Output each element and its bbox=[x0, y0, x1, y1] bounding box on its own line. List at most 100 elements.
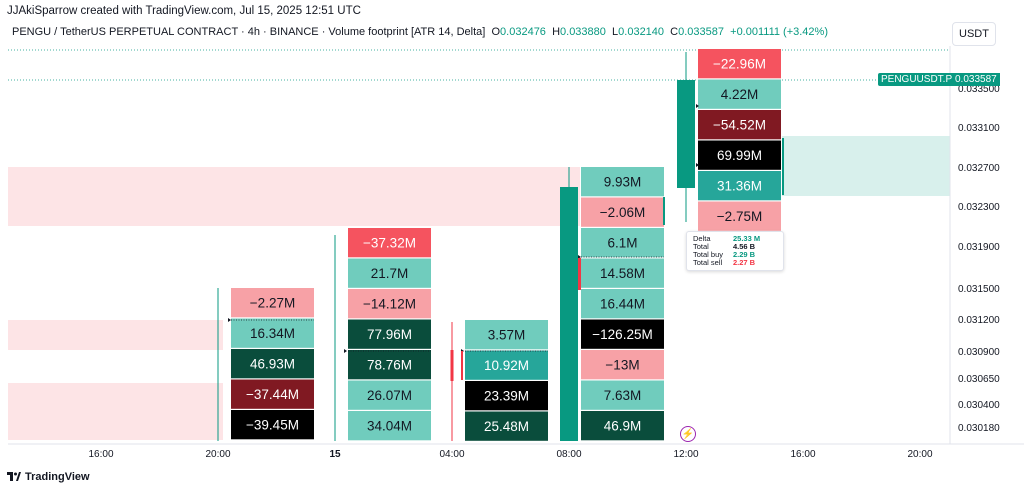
tooltip-value: 2.29 B bbox=[733, 250, 756, 259]
footprint-tooltip: Delta 25.33 M Total 4.56 B Total buy 2.2… bbox=[686, 231, 784, 271]
footprint-cell-label: 26.07M bbox=[367, 388, 412, 403]
x-tick-label: 04:00 bbox=[439, 449, 464, 460]
footprint-cell-label: −13M bbox=[605, 358, 639, 373]
legend-high: 0.033880 bbox=[560, 26, 606, 38]
footprint-cell-label: 9.93M bbox=[604, 175, 642, 190]
x-tick-label: 16:00 bbox=[790, 449, 815, 460]
poc-marker bbox=[696, 163, 699, 167]
x-tick-label: 20:00 bbox=[907, 449, 932, 460]
last-price-label: 0.033587 bbox=[952, 73, 1000, 86]
poc-marker bbox=[344, 349, 347, 353]
footprint-cell bbox=[581, 411, 664, 441]
footprint-cell-label: 46.9M bbox=[604, 419, 642, 434]
tradingview-brand[interactable]: TradingView bbox=[7, 471, 90, 483]
footprint-cell-label: 31.36M bbox=[717, 179, 762, 194]
footprint-cell-label: −2.75M bbox=[717, 209, 762, 224]
y-tick-label: 0.033100 bbox=[958, 123, 1000, 134]
footprint-cell bbox=[581, 167, 664, 197]
footprint-cell bbox=[698, 110, 781, 140]
footprint-cell bbox=[581, 319, 664, 349]
footprint-cell-label: 23.39M bbox=[484, 389, 529, 404]
candle-body bbox=[217, 288, 219, 441]
footprint-cell-label: 78.76M bbox=[367, 358, 412, 373]
x-tick-label: 12:00 bbox=[673, 449, 698, 460]
footprint-cell-label: 34.04M bbox=[367, 419, 412, 434]
footprint-bar: −37.32M 21.7M −14.12M 77.96M 78.76M 26.07M 34.… bbox=[334, 228, 431, 441]
legend-open: 0.032476 bbox=[500, 26, 546, 38]
poc-marker bbox=[228, 318, 231, 322]
footprint-cell bbox=[348, 289, 431, 319]
footprint-cell bbox=[581, 197, 664, 227]
x-tick-label: 08:00 bbox=[556, 449, 581, 460]
symbol-price-label: PENGUUSDT.P bbox=[878, 73, 956, 86]
imbalance-marker bbox=[461, 351, 463, 380]
tooltip-row-total-buy: Total buy 2.29 B bbox=[693, 250, 756, 259]
legend-change: +0.001111 (+3.42%) bbox=[730, 26, 828, 38]
chart-legend: PENGU / TetherUS PERPETUAL CONTRACT · 4h… bbox=[12, 26, 828, 38]
footprint-cell bbox=[581, 289, 664, 319]
y-tick-label: 0.030400 bbox=[958, 400, 1000, 411]
y-tick-label: 0.032300 bbox=[958, 202, 1000, 213]
footprint-cell bbox=[348, 350, 431, 380]
footprint-cell-label: 7.63M bbox=[604, 388, 642, 403]
footprint-cell-label: −39.45M bbox=[246, 418, 299, 433]
footprint-cell bbox=[231, 379, 314, 409]
footprint-cell bbox=[465, 320, 548, 350]
footprint-bar: −2.27M 16.34M 46.93M −37.44M −39.45M bbox=[217, 288, 314, 441]
x-tick-label: 16:00 bbox=[88, 449, 113, 460]
currency-selector[interactable]: USDT bbox=[952, 22, 996, 46]
tooltip-row-delta: Delta 25.33 M bbox=[693, 234, 761, 243]
footprint-cell-label: −2.06M bbox=[600, 205, 645, 220]
y-tick-label: 0.031900 bbox=[958, 242, 1000, 253]
footprint-cell bbox=[581, 228, 664, 258]
footprint-cell bbox=[698, 79, 781, 109]
candle-body bbox=[677, 80, 695, 188]
footprint-cell-label: −22.96M bbox=[713, 57, 766, 72]
footprint-cell bbox=[231, 318, 314, 348]
poc-marker bbox=[696, 104, 699, 108]
candle-body bbox=[450, 350, 454, 381]
x-tick-label: 15 bbox=[329, 449, 341, 460]
footprint-bar: −22.96M 4.22M −54.52M 69.99M 31.36M −2.75M bbox=[677, 49, 781, 231]
zone-pink-mid bbox=[8, 320, 223, 350]
footprint-cell bbox=[465, 350, 548, 380]
footprint-cell bbox=[698, 171, 781, 201]
footprint-cell-label: 77.96M bbox=[367, 327, 412, 342]
footprint-cell-label: −126.25M bbox=[592, 327, 652, 342]
footprint-cell-label: 4.22M bbox=[721, 87, 759, 102]
tradingview-logo-icon bbox=[7, 472, 21, 481]
footprint-cell-label: −37.44M bbox=[246, 387, 299, 402]
footprint-cell-label: 25.48M bbox=[484, 419, 529, 434]
imbalance-marker bbox=[782, 138, 784, 195]
footprint-cell bbox=[698, 201, 781, 231]
footprint-cell bbox=[231, 410, 314, 440]
y-tick-label: 0.032700 bbox=[958, 163, 1000, 174]
footprint-cell-label: 10.92M bbox=[484, 358, 529, 373]
candle-body bbox=[560, 187, 578, 441]
legend-close: 0.033587 bbox=[678, 26, 725, 38]
footprint-cell bbox=[698, 140, 781, 170]
footprint-cell bbox=[348, 228, 431, 258]
footprint-cell-label: −2.27M bbox=[250, 296, 295, 311]
footprint-cell-label: 69.99M bbox=[717, 148, 762, 163]
zone-pink-upper bbox=[8, 167, 580, 226]
footprint-cell bbox=[348, 319, 431, 349]
footprint-cell-label: −54.52M bbox=[713, 118, 766, 133]
footprint-cell bbox=[231, 288, 314, 318]
footprint-cell-label: 16.44M bbox=[600, 297, 645, 312]
footprint-cell-label: −37.32M bbox=[363, 236, 416, 251]
legend-symbol[interactable]: PENGU / TetherUS PERPETUAL CONTRACT · 4h… bbox=[12, 26, 486, 38]
tooltip-value: 25.33 M bbox=[733, 234, 761, 243]
y-tick-label: 0.031500 bbox=[958, 284, 1000, 295]
imbalance-marker bbox=[578, 258, 581, 290]
tooltip-value: 2.27 B bbox=[733, 258, 756, 267]
y-tick-label: 0.030900 bbox=[958, 347, 1000, 358]
footprint-cell-label: 3.57M bbox=[488, 328, 526, 343]
y-tick-label: 0.030180 bbox=[958, 423, 1000, 434]
y-tick-label: 0.030650 bbox=[958, 374, 1000, 385]
footprint-cell bbox=[581, 258, 664, 288]
candle-body bbox=[334, 235, 336, 441]
flash-icon[interactable]: ⚡ bbox=[680, 426, 696, 442]
x-tick-label: 20:00 bbox=[205, 449, 230, 460]
